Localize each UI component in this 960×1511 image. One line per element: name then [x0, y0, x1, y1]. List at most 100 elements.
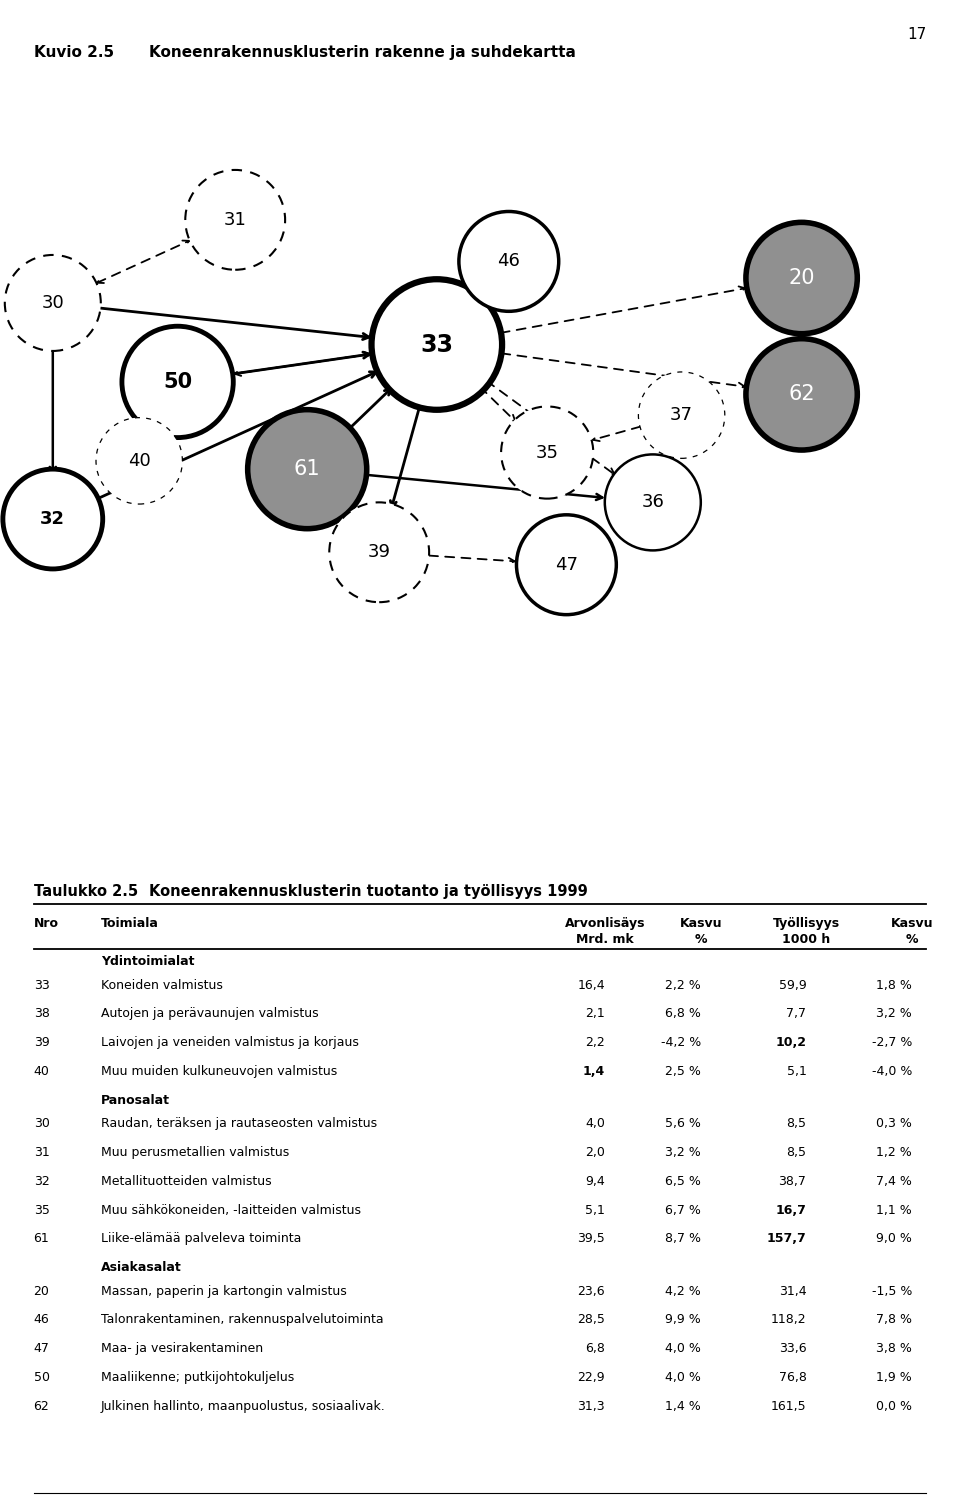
Text: 17: 17 [907, 27, 926, 42]
Text: 3,2 %: 3,2 % [665, 1147, 701, 1159]
Text: 7,8 %: 7,8 % [876, 1313, 912, 1327]
Text: Autojen ja perävaunujen valmistus: Autojen ja perävaunujen valmistus [101, 1008, 319, 1020]
Text: 1,9 %: 1,9 % [876, 1370, 912, 1384]
Text: 161,5: 161,5 [771, 1399, 806, 1413]
Ellipse shape [746, 222, 857, 334]
Ellipse shape [96, 417, 182, 505]
Text: 8,7 %: 8,7 % [664, 1233, 701, 1245]
Text: 20: 20 [34, 1284, 50, 1298]
Text: -2,7 %: -2,7 % [872, 1037, 912, 1049]
Text: 50: 50 [34, 1370, 50, 1384]
Ellipse shape [248, 409, 367, 529]
Text: 1,1 %: 1,1 % [876, 1203, 912, 1216]
Ellipse shape [185, 169, 285, 270]
Text: 6,8 %: 6,8 % [665, 1008, 701, 1020]
Text: 62: 62 [788, 384, 815, 405]
Text: Muu perusmetallien valmistus: Muu perusmetallien valmistus [101, 1147, 289, 1159]
Text: 4,0: 4,0 [585, 1118, 605, 1130]
Text: Kasvu
%: Kasvu % [891, 917, 933, 946]
Text: Muu sähkökoneiden, -laitteiden valmistus: Muu sähkökoneiden, -laitteiden valmistus [101, 1203, 361, 1216]
Text: Raudan, teräksen ja rautaseosten valmistus: Raudan, teräksen ja rautaseosten valmist… [101, 1118, 377, 1130]
Text: 1,8 %: 1,8 % [876, 979, 912, 991]
Text: Taulukko 2.5: Taulukko 2.5 [34, 884, 137, 899]
Text: 2,1: 2,1 [585, 1008, 605, 1020]
Text: 40: 40 [128, 452, 151, 470]
Text: 5,1: 5,1 [585, 1203, 605, 1216]
Text: -1,5 %: -1,5 % [872, 1284, 912, 1298]
Text: 5,6 %: 5,6 % [665, 1118, 701, 1130]
Text: 50: 50 [163, 372, 192, 391]
Text: 20: 20 [788, 267, 815, 289]
Text: 23,6: 23,6 [577, 1284, 605, 1298]
Text: 38: 38 [34, 1008, 50, 1020]
Text: 2,2: 2,2 [585, 1037, 605, 1049]
Text: 47: 47 [555, 556, 578, 574]
Text: 31,3: 31,3 [577, 1399, 605, 1413]
Text: 28,5: 28,5 [577, 1313, 605, 1327]
Text: Liike-elämää palveleva toiminta: Liike-elämää palveleva toiminta [101, 1233, 301, 1245]
Text: 61: 61 [294, 459, 321, 479]
Text: 33: 33 [420, 332, 453, 357]
Text: 3,8 %: 3,8 % [876, 1342, 912, 1355]
Text: 6,5 %: 6,5 % [665, 1176, 701, 1188]
Text: 157,7: 157,7 [767, 1233, 806, 1245]
Text: 30: 30 [34, 1118, 50, 1130]
Text: 33: 33 [34, 979, 49, 991]
Text: 46: 46 [497, 252, 520, 270]
Text: 9,0 %: 9,0 % [876, 1233, 912, 1245]
Text: Toimiala: Toimiala [101, 917, 158, 931]
Text: 59,9: 59,9 [779, 979, 806, 991]
Text: 16,7: 16,7 [776, 1203, 806, 1216]
Ellipse shape [638, 372, 725, 458]
Text: Työllisyys
1000 h: Työllisyys 1000 h [773, 917, 840, 946]
Ellipse shape [5, 255, 101, 351]
Text: 0,0 %: 0,0 % [876, 1399, 912, 1413]
Text: -4,2 %: -4,2 % [660, 1037, 701, 1049]
Text: 2,2 %: 2,2 % [665, 979, 701, 991]
Text: 39,5: 39,5 [577, 1233, 605, 1245]
Text: 1,4: 1,4 [583, 1065, 605, 1077]
Text: Ydintoimialat: Ydintoimialat [101, 955, 194, 969]
Text: 2,0: 2,0 [585, 1147, 605, 1159]
Text: 22,9: 22,9 [577, 1370, 605, 1384]
Text: 9,9 %: 9,9 % [665, 1313, 701, 1327]
Text: 35: 35 [34, 1203, 50, 1216]
Ellipse shape [372, 280, 502, 409]
Ellipse shape [746, 338, 857, 450]
Text: 9,4: 9,4 [585, 1176, 605, 1188]
Text: 2,5 %: 2,5 % [665, 1065, 701, 1077]
Text: 4,0 %: 4,0 % [665, 1370, 701, 1384]
Text: 10,2: 10,2 [776, 1037, 806, 1049]
Ellipse shape [501, 406, 593, 499]
Text: 37: 37 [670, 406, 693, 425]
Text: Julkinen hallinto, maanpuolustus, sosiaalivak.: Julkinen hallinto, maanpuolustus, sosiaa… [101, 1399, 386, 1413]
Text: 31: 31 [224, 212, 247, 228]
Text: 7,7: 7,7 [786, 1008, 806, 1020]
Text: 39: 39 [368, 544, 391, 561]
Text: 35: 35 [536, 444, 559, 461]
Ellipse shape [329, 502, 429, 603]
Text: 4,2 %: 4,2 % [665, 1284, 701, 1298]
Ellipse shape [516, 515, 616, 615]
Text: 33,6: 33,6 [779, 1342, 806, 1355]
Text: 36: 36 [641, 494, 664, 511]
Text: 6,8: 6,8 [585, 1342, 605, 1355]
Text: 46: 46 [34, 1313, 49, 1327]
Text: 40: 40 [34, 1065, 50, 1077]
Text: Talonrakentaminen, rakennuspalvelutoiminta: Talonrakentaminen, rakennuspalvelutoimin… [101, 1313, 383, 1327]
Text: Nro: Nro [34, 917, 59, 931]
Text: Asiakasalat: Asiakasalat [101, 1260, 181, 1274]
Text: 6,7 %: 6,7 % [665, 1203, 701, 1216]
Text: 47: 47 [34, 1342, 50, 1355]
Ellipse shape [3, 468, 103, 570]
Text: Arvonlisäys
Mrd. mk: Arvonlisäys Mrd. mk [564, 917, 645, 946]
Ellipse shape [459, 212, 559, 311]
Text: 76,8: 76,8 [779, 1370, 806, 1384]
Text: 30: 30 [41, 295, 64, 311]
Text: 39: 39 [34, 1037, 49, 1049]
Text: 7,4 %: 7,4 % [876, 1176, 912, 1188]
Text: 31: 31 [34, 1147, 49, 1159]
Text: 0,3 %: 0,3 % [876, 1118, 912, 1130]
Text: 31,4: 31,4 [779, 1284, 806, 1298]
Ellipse shape [122, 326, 233, 438]
